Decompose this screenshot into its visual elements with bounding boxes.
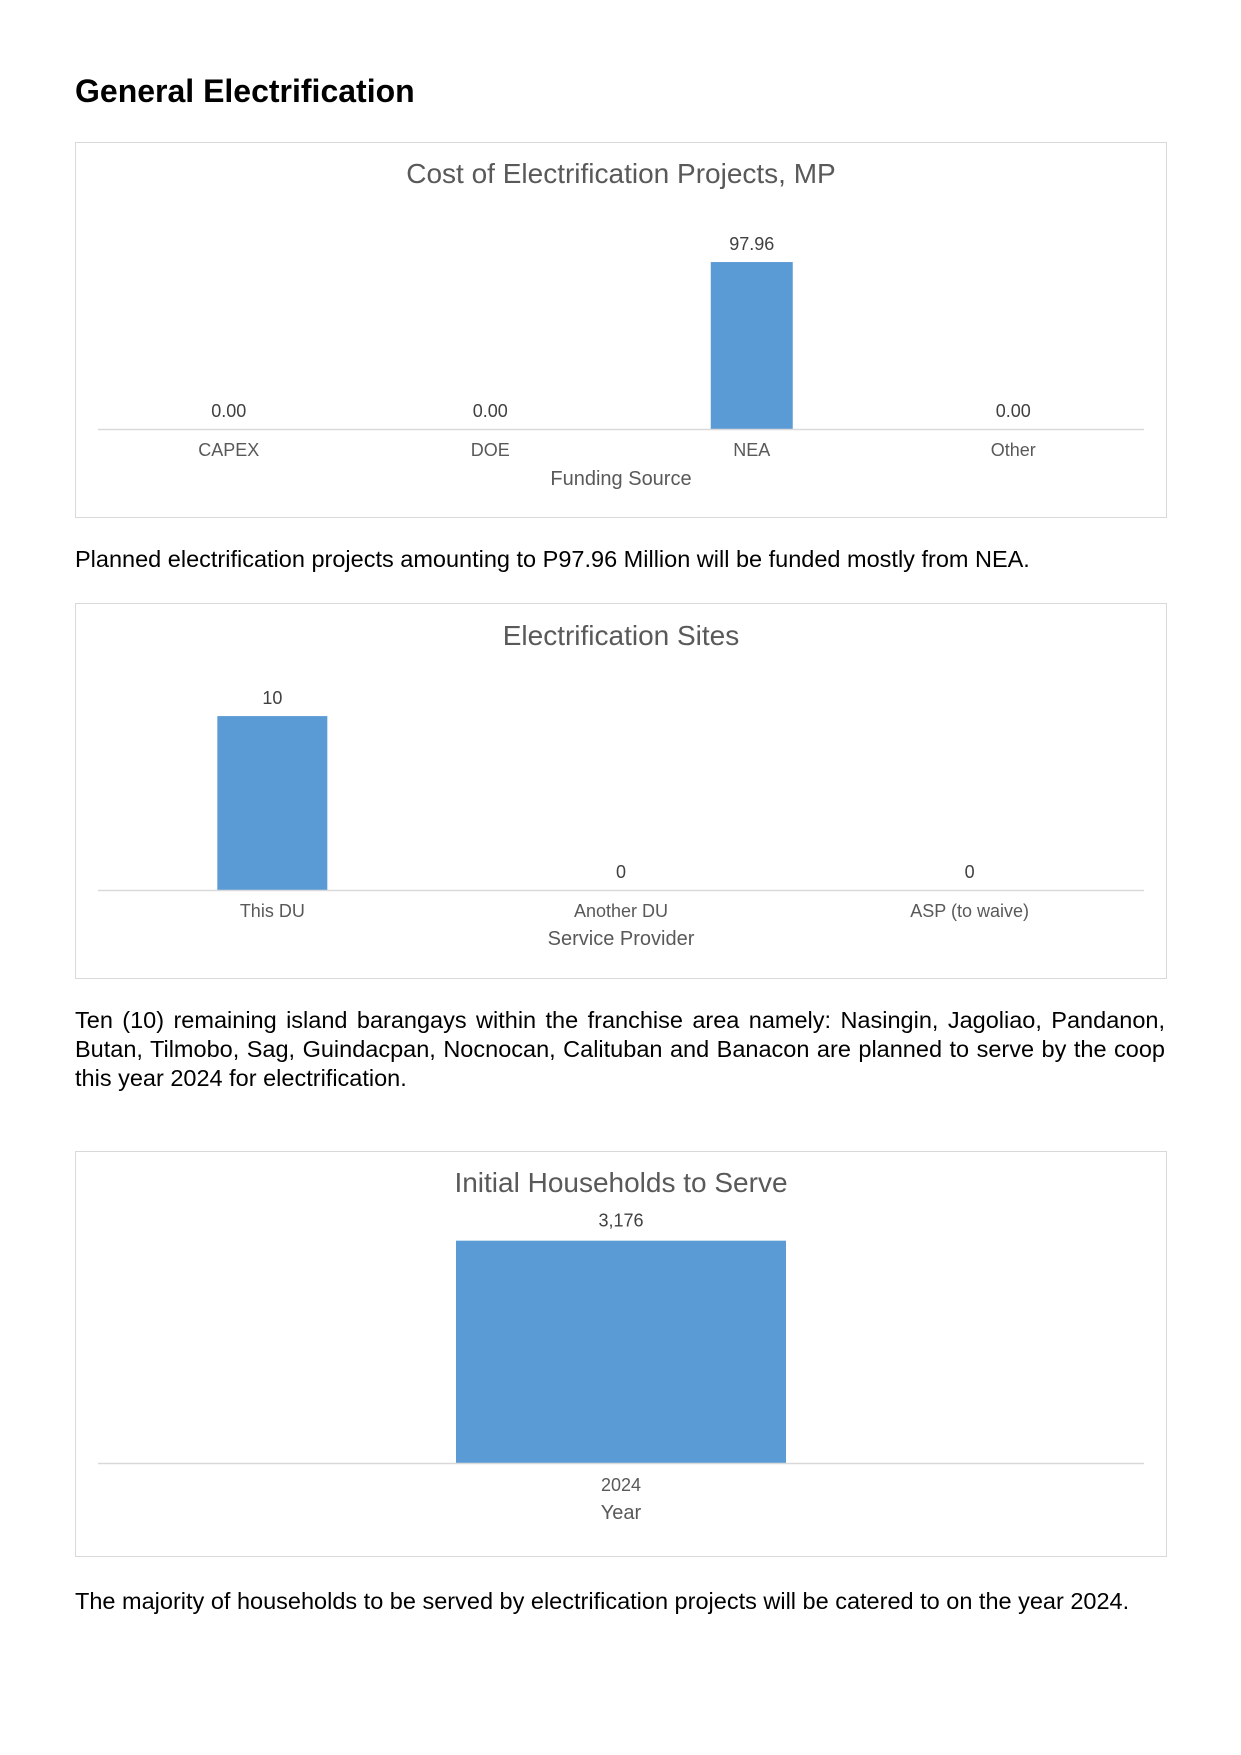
electrification-sites-chart: Electrification Sites 10 This DU 0 Another D…: [98, 620, 1144, 950]
category-label: DOE: [471, 440, 510, 460]
data-label: 0.00: [473, 401, 508, 421]
data-label: 3,176: [598, 1211, 643, 1231]
data-label: 0: [616, 862, 626, 882]
bar-nea: [710, 262, 793, 429]
data-label: 97.96: [729, 234, 774, 254]
category-label: CAPEX: [198, 440, 259, 460]
x-axis-title: Funding Source: [550, 468, 691, 490]
chart-title: Cost of Electrification Projects, MP: [406, 158, 835, 189]
bar-2024: [456, 1240, 786, 1463]
bar-this-du: [217, 716, 328, 890]
barangays-paragraph: Ten (10) remaining island barangays with…: [75, 1007, 1165, 1091]
x-axis-title: Service Provider: [548, 928, 695, 950]
data-label: 0.00: [211, 401, 246, 421]
category-label: 2024: [601, 1475, 641, 1495]
data-label: 10: [262, 688, 282, 708]
cost-of-electrification-chart: Cost of Electrification Projects, MP 0.00…: [98, 158, 1144, 490]
category-label: This DU: [240, 901, 305, 921]
households-paragraph: The majority of households to be served …: [75, 1588, 1130, 1614]
data-label: 0: [965, 862, 975, 882]
chart-title: Initial Households to Serve: [454, 1167, 787, 1198]
x-axis-title: Year: [601, 1502, 642, 1524]
page-heading: General Electrification: [75, 73, 415, 109]
category-label: NEA: [733, 440, 770, 460]
category-label: ASP (to waive): [910, 901, 1029, 921]
households-chart-container: Initial Households to Serve 3,176 2024 Year: [75, 1151, 1167, 1557]
chart-title: Electrification Sites: [503, 620, 740, 651]
category-label: Another DU: [574, 901, 668, 921]
cost-chart-container: Cost of Electrification Projects, MP 0.00…: [75, 142, 1167, 518]
category-label: Other: [991, 440, 1036, 460]
cost-summary-paragraph: Planned electrification projects amounti…: [75, 546, 1030, 572]
data-label: 0.00: [996, 401, 1031, 421]
initial-households-chart: Initial Households to Serve 3,176 2024 Year: [98, 1167, 1144, 1524]
sites-chart-container: Electrification Sites 10 This DU 0 Another D…: [75, 603, 1167, 979]
